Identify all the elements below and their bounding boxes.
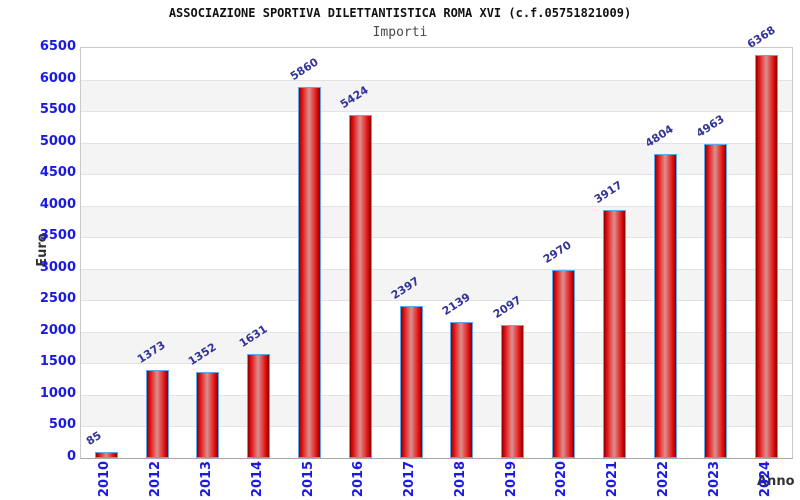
x-tick-label-2024: 2024	[757, 460, 773, 498]
bar-2018	[450, 322, 474, 458]
y-tick-label: 6500	[39, 39, 76, 54]
plot-band	[81, 394, 792, 428]
y-tick-label: 4000	[39, 196, 76, 212]
bar-2013	[196, 371, 220, 458]
x-tick-label-2014: 2014	[249, 460, 265, 498]
x-tick-label-2012: 2012	[148, 460, 164, 498]
x-tick-label-2023: 2023	[706, 460, 722, 498]
plot-band	[81, 300, 792, 333]
y-tick-label: 1500	[39, 354, 76, 370]
plot-band	[81, 142, 792, 176]
y-tick-label: 5000	[39, 133, 76, 149]
plot-band	[81, 268, 792, 302]
bar-2020	[551, 269, 575, 458]
bar-2024	[755, 55, 779, 458]
chart-subtitle: Importi	[372, 25, 428, 40]
y-tick-label: 1000	[39, 385, 76, 401]
x-tick-label-2019: 2019	[503, 460, 519, 498]
plot-band	[81, 48, 792, 80]
x-axis-title: Anno	[757, 474, 795, 489]
y-tick-label: 2500	[39, 291, 76, 307]
bar-2022	[653, 153, 677, 458]
plot-band	[81, 174, 792, 207]
plot-area: 85 1373 1352 1631 5860 5424 2397 2139 2097 2970 39…	[80, 24, 793, 459]
x-tick-label-2020: 2020	[554, 460, 570, 498]
bar-2012	[145, 370, 169, 458]
y-tick-label: 4500	[39, 165, 76, 181]
x-tick-label-2017: 2017	[402, 460, 418, 498]
plot-band	[81, 237, 792, 270]
x-tick-label-2010: 2010	[97, 460, 113, 498]
y-tick-label: 3500	[39, 228, 76, 244]
y-tick-label: 2000	[39, 322, 76, 338]
bar-2021	[602, 209, 626, 458]
bar-2019	[501, 324, 525, 458]
bar-2017	[399, 305, 423, 458]
y-tick-label: 3000	[39, 259, 76, 275]
bar-2010	[94, 451, 118, 458]
bar-2015	[298, 87, 322, 458]
plot-band	[81, 426, 792, 459]
plot-band	[81, 205, 792, 239]
y-tick-label: 0	[66, 449, 76, 464]
x-tick-label-2018: 2018	[452, 460, 468, 498]
bar-2023	[704, 143, 728, 458]
chart-title: ASSOCIAZIONE SPORTIVA DILETTANTISTICA RO…	[168, 6, 632, 20]
x-tick-label-2022: 2022	[656, 460, 672, 498]
plot-band	[81, 111, 792, 144]
bar-2016	[348, 114, 372, 458]
y-tick-label: 5500	[39, 102, 76, 118]
x-tick-label-2013: 2013	[198, 460, 214, 498]
y-tick-label: 500	[48, 417, 76, 433]
bar-2014	[247, 354, 271, 458]
y-tick-label: 6000	[39, 70, 76, 86]
plot-band	[81, 79, 792, 113]
x-tick-label-2015: 2015	[300, 460, 316, 498]
x-tick-label-2016: 2016	[351, 460, 367, 498]
x-tick-label-2021: 2021	[605, 460, 621, 498]
plot-band	[81, 363, 792, 396]
